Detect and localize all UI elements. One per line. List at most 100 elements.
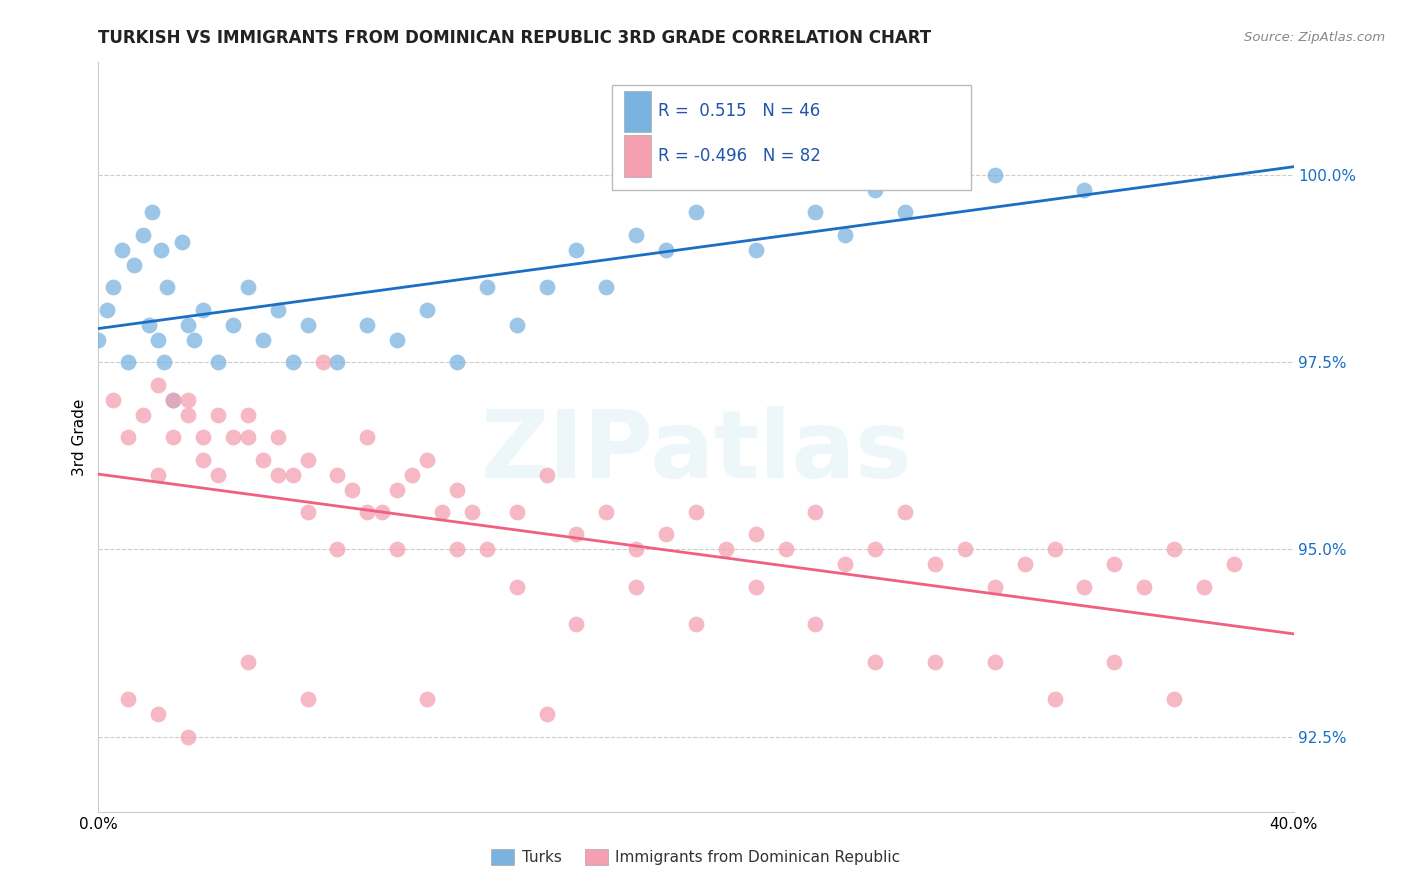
Point (565, 617, 588, 632)
Point (281, 467, 304, 482)
Point (1133, 580, 1156, 594)
Point (236, 280, 259, 294)
Point (267, 467, 290, 482)
Point (117, 692, 139, 706)
Point (984, 655, 1007, 669)
Point (685, 505, 707, 519)
Text: Source: ZipAtlas.com: Source: ZipAtlas.com (1244, 31, 1385, 45)
Bar (624, 136, 651, 177)
Point (804, 505, 827, 519)
Point (191, 452, 214, 467)
Point (96, 302, 118, 317)
Point (595, 280, 617, 294)
Point (297, 452, 319, 467)
Point (326, 542, 349, 557)
Bar (613, 85, 972, 190)
Point (297, 692, 319, 706)
Point (385, 333, 409, 347)
Point (177, 392, 200, 407)
Point (148, 707, 170, 722)
Point (177, 408, 200, 422)
Point (714, 542, 737, 557)
Point (1014, 558, 1036, 572)
Text: ZIPatlas: ZIPatlas (481, 406, 911, 498)
Point (401, 467, 423, 482)
Point (222, 430, 245, 444)
Point (685, 205, 707, 219)
Point (267, 302, 290, 317)
Point (626, 580, 648, 594)
Point (342, 483, 364, 497)
Point (416, 302, 439, 317)
Text: R =  0.515   N = 46: R = 0.515 N = 46 (658, 103, 820, 120)
Point (236, 655, 259, 669)
Point (894, 205, 917, 219)
Point (984, 168, 1007, 182)
Point (655, 527, 678, 541)
Point (894, 505, 917, 519)
Point (1223, 558, 1246, 572)
Y-axis label: 3rd Grade: 3rd Grade (72, 399, 87, 475)
Point (446, 355, 468, 369)
Point (132, 227, 155, 242)
Point (87, 333, 110, 347)
Text: TURKISH VS IMMIGRANTS FROM DOMINICAN REPUBLIC 3RD GRADE CORRELATION CHART: TURKISH VS IMMIGRANTS FROM DOMINICAN REP… (98, 29, 932, 47)
Point (834, 227, 856, 242)
Point (141, 205, 163, 219)
Point (117, 355, 139, 369)
Point (1043, 542, 1066, 557)
Point (865, 655, 887, 669)
Point (1073, 183, 1095, 197)
Point (804, 617, 827, 632)
Point (984, 580, 1007, 594)
Point (222, 318, 245, 332)
Point (191, 430, 214, 444)
Point (148, 377, 170, 392)
Point (1073, 580, 1095, 594)
Point (626, 542, 648, 557)
Point (446, 542, 468, 557)
Point (371, 505, 394, 519)
Point (252, 333, 274, 347)
Point (236, 408, 259, 422)
Point (385, 483, 409, 497)
Point (297, 318, 319, 332)
Point (111, 243, 134, 257)
Point (356, 505, 378, 519)
Text: R = -0.496   N = 82: R = -0.496 N = 82 (658, 147, 821, 165)
Point (236, 430, 259, 444)
Point (162, 430, 184, 444)
Point (506, 505, 529, 519)
Point (834, 558, 856, 572)
Point (475, 280, 498, 294)
Point (103, 392, 125, 407)
Point (177, 730, 200, 744)
Point (745, 527, 768, 541)
Point (326, 467, 349, 482)
Point (745, 243, 768, 257)
Point (416, 452, 439, 467)
Point (117, 430, 139, 444)
Point (804, 205, 827, 219)
Point (475, 542, 498, 557)
Point (138, 318, 160, 332)
Point (356, 318, 378, 332)
Point (924, 168, 946, 182)
Point (326, 355, 349, 369)
Point (156, 280, 179, 294)
Point (1104, 655, 1126, 669)
Point (506, 318, 529, 332)
Point (385, 542, 409, 557)
Point (153, 355, 176, 369)
Point (162, 392, 184, 407)
Point (626, 227, 648, 242)
Point (172, 235, 194, 250)
Legend: Turks, Immigrants from Dominican Republic: Turks, Immigrants from Dominican Republi… (485, 843, 907, 871)
Point (865, 542, 887, 557)
Point (565, 243, 588, 257)
Point (1163, 692, 1185, 706)
Point (953, 542, 976, 557)
Point (148, 467, 170, 482)
Point (775, 542, 797, 557)
Point (162, 392, 184, 407)
